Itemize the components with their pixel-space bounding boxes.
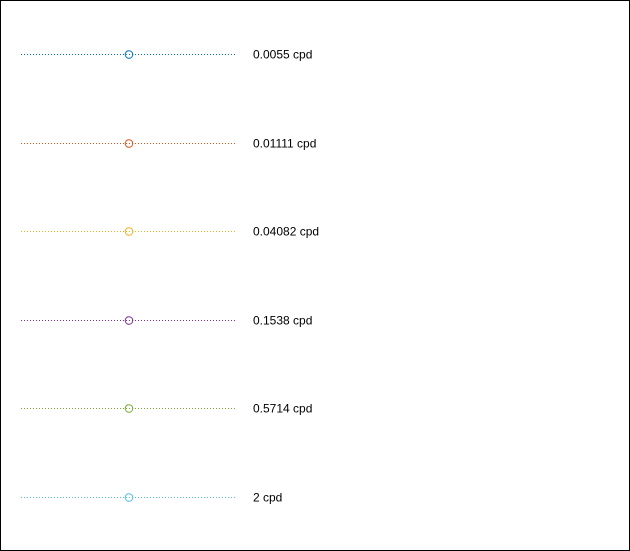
legend-entry: 2 cpd: [21, 491, 282, 505]
legend-entry: 0.1538 cpd: [21, 314, 312, 328]
legend-series-marker: [124, 404, 134, 413]
legend-label: 2 cpd: [253, 491, 282, 505]
legend-label: 0.5714 cpd: [253, 402, 312, 416]
legend-label: 0.04082 cpd: [253, 225, 319, 239]
legend-entry: 0.0055 cpd: [21, 48, 312, 62]
legend-series-marker: [124, 227, 134, 236]
legend-series-marker: [124, 139, 134, 148]
legend-label: 0.01111 cpd: [253, 137, 316, 151]
legend-entry: 0.04082 cpd: [21, 225, 319, 239]
legend-label: 0.1538 cpd: [253, 314, 312, 328]
legend-series-marker: [124, 316, 134, 325]
legend-label: 0.0055 cpd: [253, 48, 312, 62]
legend-series-marker: [124, 493, 134, 502]
legend-entry: 0.5714 cpd: [21, 402, 312, 416]
legend-series-marker: [124, 50, 134, 59]
legend-entry: 0.01111 cpd: [21, 137, 316, 151]
